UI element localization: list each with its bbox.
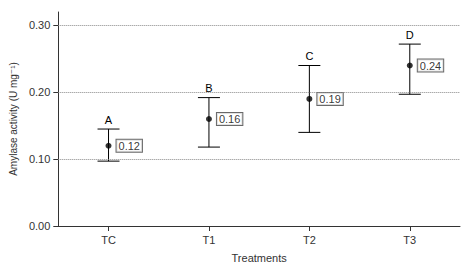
svg-text:T1: T1	[203, 234, 216, 246]
svg-text:T2: T2	[303, 234, 316, 246]
svg-text:0.10: 0.10	[29, 153, 50, 165]
svg-text:0.12: 0.12	[119, 140, 140, 152]
svg-text:C: C	[305, 50, 313, 62]
svg-text:0.00: 0.00	[29, 220, 50, 232]
svg-text:A: A	[105, 114, 113, 126]
svg-text:0.30: 0.30	[29, 19, 50, 31]
svg-text:0.19: 0.19	[319, 93, 340, 105]
svg-text:0.16: 0.16	[219, 113, 240, 125]
svg-text:0.24: 0.24	[420, 60, 441, 72]
svg-text:TC: TC	[101, 234, 116, 246]
svg-text:0.20: 0.20	[29, 86, 50, 98]
svg-text:T3: T3	[403, 234, 416, 246]
svg-text:Treatments: Treatments	[232, 252, 288, 264]
svg-text:D: D	[406, 29, 414, 41]
svg-text:Amylase activity (U mg⁻¹): Amylase activity (U mg⁻¹)	[8, 62, 19, 176]
svg-text:B: B	[205, 82, 213, 95]
